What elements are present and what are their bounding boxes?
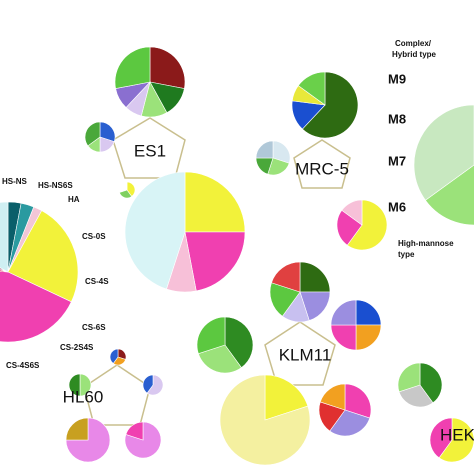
pie-slice (224, 316, 254, 369)
slice-label: CS-6S (82, 323, 106, 332)
annotation: High-mannose (398, 239, 454, 248)
slice-label: HS-NS (2, 177, 28, 186)
slice-label: CS-2S4S (60, 343, 94, 352)
cell-pentagon (293, 139, 351, 189)
pie-slice (126, 181, 136, 197)
pie-slice (99, 121, 116, 143)
pie-slice (438, 417, 474, 463)
pie-slice (142, 374, 154, 394)
pie-slice (271, 261, 301, 293)
pie-slice (344, 383, 372, 419)
pie-slice (272, 140, 291, 164)
pie-slice (419, 362, 443, 404)
annotation: Hybrid type (392, 50, 437, 59)
pie-slice (264, 374, 309, 421)
annotation: M8 (388, 111, 406, 126)
pie-slice (429, 417, 453, 459)
pie-slice (329, 409, 371, 437)
pie-slice (84, 121, 101, 147)
pie-slice (319, 383, 346, 411)
pie-slice (114, 46, 151, 89)
cell-label: HL60 (63, 387, 104, 406)
pie-slice (330, 299, 357, 326)
pie-slice (336, 209, 363, 246)
pie-slice (297, 71, 326, 106)
annotation: Complex/ (395, 39, 432, 48)
pie-slice (219, 374, 311, 466)
pie-slice (109, 348, 119, 364)
pie-slice (196, 316, 226, 355)
pie-slice (397, 362, 421, 393)
pie-slice (413, 104, 474, 201)
pie-slice (68, 373, 81, 397)
slice-label: HA (68, 195, 80, 204)
slice-label: CS-0S (82, 232, 106, 241)
pie-slice (299, 261, 331, 293)
cell-label: KLM11 (279, 345, 332, 364)
pie-slice (125, 421, 144, 441)
pie-slice (355, 324, 382, 351)
pie-slice (355, 299, 382, 326)
cell-label: ES1 (134, 141, 166, 160)
pie-slice (346, 199, 388, 251)
slice-label: CS-4S6S (6, 361, 40, 370)
pie-slice (124, 171, 186, 290)
pie-slice (184, 231, 246, 292)
cell-pentagon (264, 321, 336, 386)
pie-slice (0, 271, 72, 343)
pie-slice (425, 164, 474, 226)
pie-slice (65, 417, 89, 441)
pie-slice (0, 201, 9, 273)
annotation: type (398, 250, 415, 259)
cell-label: HEK (440, 425, 474, 444)
pie-slice (330, 324, 357, 351)
cell-label: MRC-5 (295, 159, 349, 178)
pie-slice (255, 140, 274, 159)
pie-slice (341, 199, 363, 226)
pie-slice (398, 384, 434, 408)
pie-slice (299, 291, 331, 321)
pie-slice (79, 373, 92, 397)
cell-pentagon (112, 117, 186, 179)
annotation: M6 (388, 199, 406, 214)
pie-slice (197, 344, 242, 374)
annotation: M9 (388, 71, 406, 86)
annotation: M7 (388, 153, 406, 168)
pie-slice (118, 181, 128, 193)
pie-slice (146, 374, 164, 396)
slice-label: CS-4S (85, 277, 109, 286)
pie-slice (7, 210, 79, 303)
pie-slice (149, 46, 186, 89)
pie-slice (184, 171, 246, 233)
pie-slice (269, 282, 301, 317)
pie-slice (301, 71, 359, 139)
slice-label: HS-NS6S (38, 181, 73, 190)
